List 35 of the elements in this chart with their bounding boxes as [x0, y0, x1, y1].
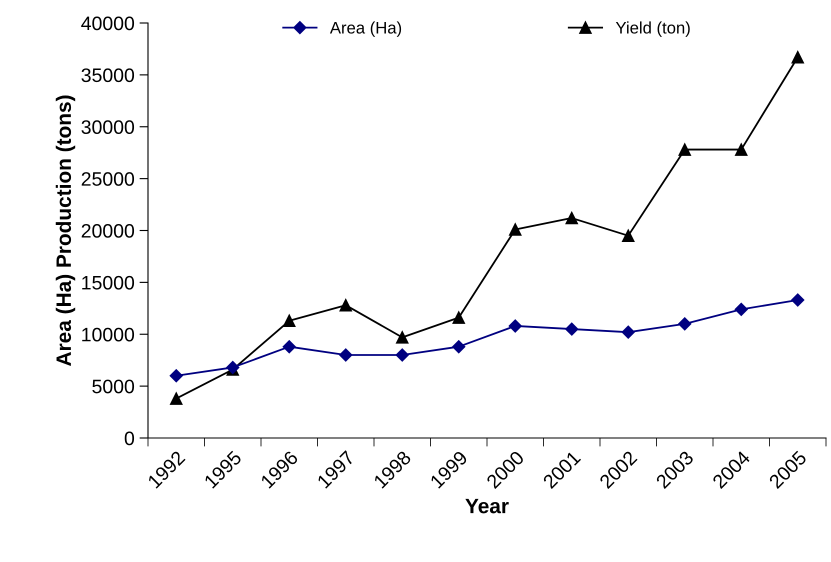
point [396, 331, 408, 344]
point [396, 348, 409, 362]
point [565, 322, 578, 336]
y-tick-label: 25000 [82, 172, 134, 186]
y-tick-label: 35000 [81, 68, 134, 82]
y-tick-label: 30000 [81, 120, 134, 134]
point [678, 317, 692, 330]
point [170, 392, 182, 405]
point [340, 298, 352, 312]
x-axis-title: Year [465, 498, 509, 514]
point [566, 212, 578, 224]
y-tick-label: 15000 [82, 276, 134, 290]
legend-label: Yield (ton) [616, 21, 690, 37]
point [452, 311, 465, 324]
point [622, 229, 634, 242]
point [283, 314, 296, 328]
point [734, 302, 748, 316]
point [339, 348, 352, 362]
point [170, 369, 183, 382]
y-tick-label: 5000 [92, 380, 134, 394]
point [282, 340, 296, 354]
point [791, 293, 804, 307]
y-tick-label: 20000 [82, 224, 134, 238]
point [509, 223, 522, 236]
y-axis-title: Area (Ha) Production (tons) [56, 96, 76, 366]
point [452, 340, 466, 354]
y-tick-label: 10000 [82, 328, 134, 342]
y-tick-label: 40000 [81, 16, 134, 30]
y-tick-label: 0 [124, 431, 134, 446]
point [792, 50, 804, 64]
point [622, 326, 635, 339]
point [735, 143, 748, 156]
legend-label: Area (Ha) [330, 21, 402, 37]
point [678, 143, 691, 156]
point [508, 319, 522, 333]
